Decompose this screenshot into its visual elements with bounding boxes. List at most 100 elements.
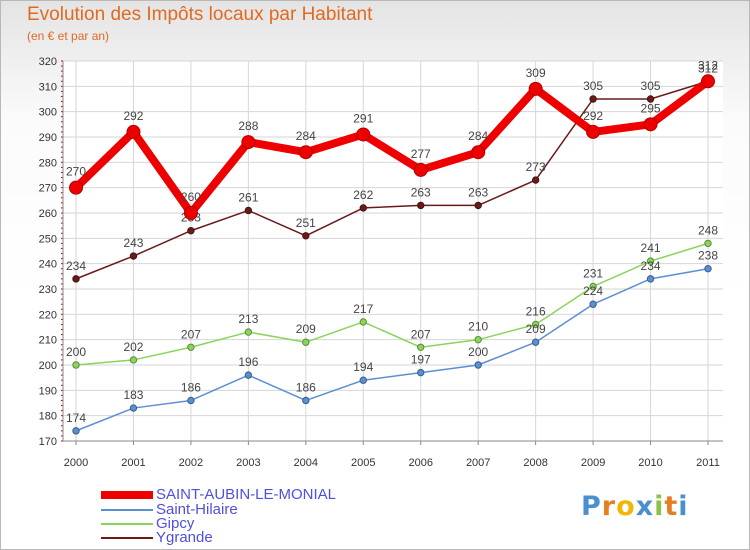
x-tick-label: 2001 [121,457,145,469]
y-tick-label: 190 [39,385,57,397]
y-tick-label: 250 [39,233,57,245]
x-tick-label: 2009 [581,457,605,469]
data-point-gipcy [302,338,310,346]
data-label-saint-aubin-le-monial: 288 [238,119,258,133]
chart-subtitle: (en € et par an) [27,29,110,43]
data-point-gipcy [244,328,253,336]
data-label-saint-hilaire: 197 [411,353,431,367]
x-tick-label: 2011 [696,457,720,469]
data-point-ygrande [589,95,597,103]
x-tick-label: 2003 [236,457,260,469]
data-label-saint-aubin-le-monial: 284 [468,129,488,143]
data-label-gipcy: 231 [583,266,603,280]
logo-letter: r [601,491,617,522]
legend-item-saint-hilaire: Saint-Hilaire [101,501,238,518]
data-label-gipcy: 217 [353,302,373,316]
data-label-saint-hilaire: 186 [296,380,316,394]
x-tick-label: 2010 [638,457,662,469]
chart-title: Evolution des Impôts locaux par Habitant [27,4,373,25]
plot-area [63,61,723,441]
y-tick-label: 300 [39,107,57,119]
data-label-saint-aubin-le-monial: 309 [526,66,546,80]
data-label-saint-hilaire: 186 [181,380,201,394]
proxiti-logo: Proxiti [581,491,689,522]
data-point-gipcy [187,343,195,351]
data-label-saint-hilaire: 238 [698,249,718,263]
data-point-gipcy [72,361,80,369]
x-tick-label: 2004 [294,457,318,469]
y-tick-label: 170 [39,436,57,448]
data-point-gipcy [531,320,540,329]
data-point-ygrande [417,201,425,210]
x-tick-label: 2008 [523,457,547,469]
x-tick-label: 2005 [351,457,375,469]
data-label-saint-hilaire: 200 [468,345,488,359]
data-point-ygrande [129,252,138,260]
data-label-gipcy: 241 [641,241,661,255]
data-label-saint-hilaire: 209 [526,322,546,336]
data-point-ygrande [187,227,195,235]
logo-letter: x [635,491,655,522]
data-label-saint-aubin-le-monial: 292 [583,109,603,123]
data-point-ygrande [244,206,253,215]
data-point-saint-aubin-le-monial [586,124,601,139]
data-point-saint-aubin-le-monial [471,145,486,160]
data-point-saint-hilaire [474,361,482,369]
data-point-saint-aubin-le-monial [69,180,83,195]
data-point-saint-aubin-le-monial [126,124,141,139]
data-label-ygrande: 263 [468,185,488,199]
data-point-ygrande [72,275,80,283]
data-point-saint-hilaire [646,275,655,283]
data-point-gipcy [646,257,655,265]
data-label-ygrande: 305 [641,79,661,93]
data-point-saint-hilaire [244,371,253,379]
data-label-ygrande: 263 [411,185,431,199]
y-tick-label: 200 [39,360,57,372]
data-point-gipcy [359,318,367,326]
data-point-saint-aubin-le-monial [528,81,543,96]
data-label-gipcy: 207 [411,327,431,341]
legend-swatch-saint-hilaire [101,508,153,511]
data-point-saint-aubin-le-monial [241,135,256,150]
legend-item-gipcy: Gipcy [101,515,194,532]
series-line-gipcy [75,242,709,366]
data-point-ygrande [646,95,655,103]
data-label-ygrande: 261 [238,190,258,204]
data-label-gipcy: 210 [468,320,488,334]
y-tick-label: 280 [39,157,57,169]
x-tick-label: 2002 [179,457,203,469]
y-tick-label: 220 [39,309,57,321]
logo-letter: o [616,491,636,522]
legend-label-ygrande: Ygrande [156,529,213,546]
data-point-saint-aubin-le-monial [183,206,198,220]
data-label-saint-hilaire: 196 [238,355,258,369]
data-point-saint-hilaire [129,404,138,412]
legend-item-ygrande: Ygrande [101,529,213,546]
data-label-ygrande: 273 [526,160,546,174]
data-label-saint-aubin-le-monial: 291 [353,111,373,125]
y-tick-label: 320 [39,56,57,68]
data-point-gipcy [129,356,138,364]
data-label-saint-aubin-le-monial: 284 [296,129,316,143]
legend-swatch-ygrande [101,536,153,539]
data-point-saint-hilaire [359,376,367,384]
data-point-gipcy [704,239,712,248]
data-point-saint-hilaire [302,396,310,405]
data-point-ygrande [474,201,482,210]
series-line-saint-aubin-le-monial [73,78,711,217]
data-label-ygrande: 312 [698,61,718,75]
data-point-saint-hilaire [589,300,597,308]
data-label-saint-aubin-le-monial: 277 [411,147,431,161]
x-tick-label: 2007 [466,457,490,469]
data-label-ygrande: 262 [353,188,373,202]
data-point-saint-hilaire [417,368,425,377]
data-label-ygrande: 305 [583,79,603,93]
y-tick-label: 260 [39,208,57,220]
y-tick-label: 240 [39,259,57,271]
legend-swatch-saint-aubin [101,490,153,499]
data-point-saint-hilaire [72,427,80,435]
logo-letter: i [678,491,689,522]
data-label-saint-aubin-le-monial: 295 [641,101,661,115]
data-label-saint-hilaire: 224 [583,284,603,298]
